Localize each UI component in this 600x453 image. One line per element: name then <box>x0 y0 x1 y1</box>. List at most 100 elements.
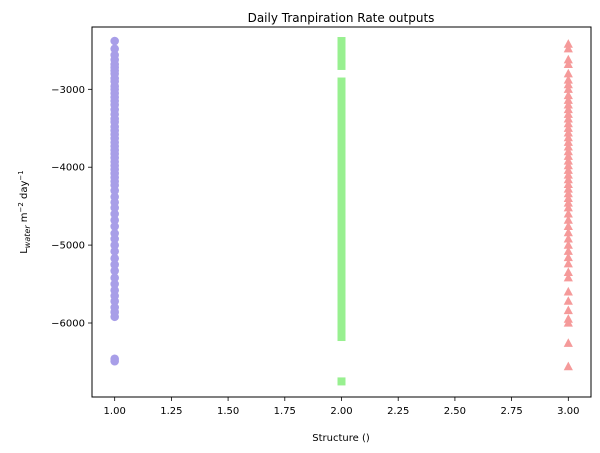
data-point-square <box>337 272 346 281</box>
x-tick-label: 1.25 <box>160 406 182 417</box>
y-axis-label-sub: water <box>23 225 32 249</box>
data-point-triangle <box>563 338 573 347</box>
data-point-circle <box>110 222 119 231</box>
data-point-square <box>337 209 346 218</box>
data-points <box>110 36 573 386</box>
y-tick-label: −5000 <box>51 241 85 252</box>
data-point-triangle <box>563 240 573 249</box>
data-point-triangle <box>563 165 573 174</box>
data-point-triangle <box>563 141 573 151</box>
data-point-triangle <box>563 104 573 114</box>
data-point-square <box>337 222 346 231</box>
data-point-circle <box>110 215 119 225</box>
data-point-square <box>337 377 346 386</box>
data-point-triangle <box>563 272 573 282</box>
data-point-circle <box>110 312 119 322</box>
data-point-circle <box>110 254 119 263</box>
data-point-triangle <box>563 123 573 132</box>
data-point-triangle <box>563 174 573 184</box>
data-point-square <box>337 228 346 237</box>
data-point-triangle <box>563 113 573 123</box>
data-point-triangle <box>563 84 573 93</box>
data-point-square <box>337 253 346 262</box>
data-point-triangle <box>563 188 573 198</box>
data-point-triangle <box>563 246 573 255</box>
data-point-square <box>337 234 346 243</box>
data-point-triangle <box>563 146 573 156</box>
x-axis-label: Structure () <box>312 433 370 444</box>
data-point-triangle <box>563 79 573 89</box>
y-tick-label: −4000 <box>51 163 85 174</box>
data-point-triangle <box>563 252 573 262</box>
data-point-square <box>337 278 346 287</box>
data-point-triangle <box>563 215 573 224</box>
data-point-square <box>337 314 346 323</box>
y-axis-label-main: L <box>19 248 30 254</box>
x-tick-label: 1.75 <box>274 406 296 417</box>
data-point-square <box>337 247 346 256</box>
data-point-circle <box>110 209 119 219</box>
x-tick-label: 2.00 <box>330 406 352 417</box>
data-point-square <box>337 266 346 275</box>
data-point-circle <box>110 234 119 244</box>
x-tick-label: 1.50 <box>217 406 239 417</box>
x-tick-label: 3.00 <box>557 406 579 417</box>
data-point-square <box>337 259 346 268</box>
data-point-circle <box>110 203 119 213</box>
data-point-circle <box>110 266 119 276</box>
data-point-square <box>337 61 346 70</box>
data-point-triangle <box>563 305 573 315</box>
data-point-triangle <box>563 109 573 118</box>
data-point-triangle <box>563 296 573 305</box>
data-point-triangle <box>563 208 573 218</box>
data-point-triangle <box>563 68 573 78</box>
data-point-triangle <box>563 193 573 202</box>
data-point-circle <box>110 186 119 195</box>
data-point-circle <box>110 279 119 289</box>
data-point-triangle <box>563 170 573 179</box>
data-point-triangle <box>563 118 573 128</box>
data-point-triangle <box>563 43 573 53</box>
data-point-square <box>337 203 346 212</box>
data-point-triangle <box>563 155 573 165</box>
y-axis-ticks: −6000 −5000 −4000 −3000 <box>51 85 92 330</box>
data-point-triangle <box>563 202 573 212</box>
data-point-triangle <box>563 59 573 68</box>
data-point-triangle <box>563 127 573 137</box>
y-tick-label: −6000 <box>51 319 85 330</box>
data-point-square <box>337 300 346 309</box>
y-axis-label-rest: m <box>19 212 30 225</box>
data-point-triangle <box>563 95 573 104</box>
data-point-triangle <box>563 258 573 268</box>
y-axis-label-exp2: −1 <box>17 170 25 180</box>
data-point-triangle <box>563 318 573 327</box>
data-point-square <box>337 290 346 299</box>
data-point-square <box>337 319 346 327</box>
data-point-square <box>337 326 346 335</box>
data-point-circle <box>110 260 119 269</box>
data-point-square <box>337 333 346 342</box>
data-point-circle <box>110 296 119 306</box>
data-point-square <box>337 284 346 293</box>
data-point-triangle <box>563 137 573 146</box>
data-point-triangle <box>563 267 573 276</box>
data-point-square <box>337 304 346 313</box>
data-point-circle <box>110 44 119 54</box>
data-point-square <box>337 216 346 225</box>
y-tick-label: −3000 <box>51 85 85 96</box>
data-point-triangle <box>563 151 573 160</box>
data-point-triangle <box>563 54 573 64</box>
data-point-circle <box>110 240 119 250</box>
data-point-triangle <box>563 160 573 170</box>
x-tick-label: 2.75 <box>500 406 522 417</box>
y-axis-label-exp1: −2 <box>17 202 25 212</box>
data-point-square <box>337 241 346 250</box>
y-axis-label: Lwater m−2 day−1 <box>17 170 32 254</box>
data-point-square <box>337 198 346 207</box>
data-point-triangle <box>563 286 573 296</box>
y-axis-label-rest2: day <box>19 180 30 202</box>
data-point-circle <box>110 247 119 256</box>
data-point-triangle <box>563 184 573 193</box>
data-point-triangle <box>563 74 573 84</box>
